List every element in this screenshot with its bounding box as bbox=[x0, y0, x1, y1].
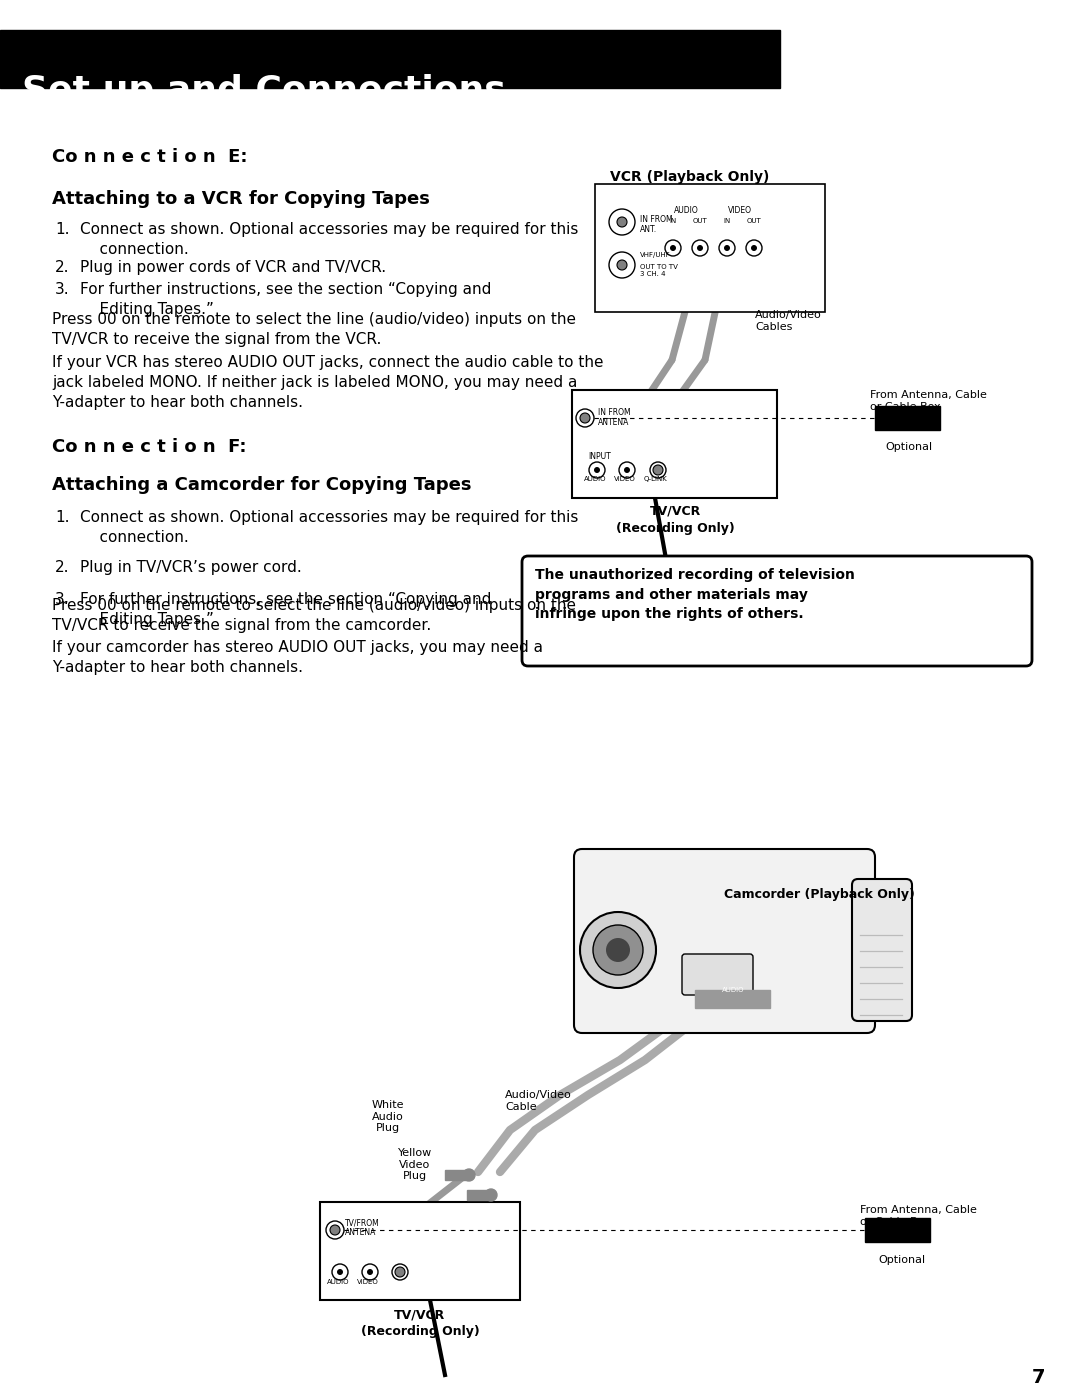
Circle shape bbox=[593, 925, 643, 975]
Text: Plug in power cords of VCR and TV/VCR.: Plug in power cords of VCR and TV/VCR. bbox=[80, 260, 387, 275]
FancyBboxPatch shape bbox=[573, 849, 875, 1032]
FancyBboxPatch shape bbox=[522, 556, 1032, 666]
FancyBboxPatch shape bbox=[852, 879, 912, 1021]
Text: Co n n e c t i o n  E:: Co n n e c t i o n E: bbox=[52, 148, 247, 166]
Text: Camcorder (Playback Only): Camcorder (Playback Only) bbox=[724, 888, 915, 901]
Text: OUT: OUT bbox=[692, 218, 707, 224]
Text: INPUT: INPUT bbox=[588, 453, 611, 461]
Circle shape bbox=[594, 467, 600, 474]
Text: Attaching a Camcorder for Copying Tapes: Attaching a Camcorder for Copying Tapes bbox=[52, 476, 472, 495]
Text: VHF/UHF: VHF/UHF bbox=[640, 251, 671, 258]
Circle shape bbox=[337, 1268, 343, 1275]
Bar bbox=[875, 407, 940, 430]
Text: For further instructions, see the section “Copying and
    Editing Tapes.”: For further instructions, see the sectio… bbox=[80, 282, 491, 317]
Text: TV/VCR
(Recording Only): TV/VCR (Recording Only) bbox=[361, 1308, 480, 1338]
Text: VCR (Playback Only): VCR (Playback Only) bbox=[610, 170, 770, 184]
Circle shape bbox=[580, 414, 590, 423]
Text: Optional: Optional bbox=[878, 1255, 926, 1266]
Circle shape bbox=[606, 937, 630, 963]
Text: 3.: 3. bbox=[55, 592, 69, 608]
Text: 7: 7 bbox=[1031, 1368, 1045, 1387]
Text: Attaching to a VCR for Copying Tapes: Attaching to a VCR for Copying Tapes bbox=[52, 190, 430, 208]
Text: If your VCR has stereo AUDIO OUT jacks, connect the audio cable to the
jack labe: If your VCR has stereo AUDIO OUT jacks, … bbox=[52, 355, 604, 409]
Text: IN FROM
ANTENA: IN FROM ANTENA bbox=[598, 408, 631, 427]
Text: AUDIO: AUDIO bbox=[584, 476, 606, 482]
Circle shape bbox=[395, 1267, 405, 1277]
FancyBboxPatch shape bbox=[572, 390, 777, 497]
Text: IN FROM
ANT.: IN FROM ANT. bbox=[640, 215, 673, 235]
Text: From Antenna, Cable
or Cable Box: From Antenna, Cable or Cable Box bbox=[870, 390, 987, 412]
Text: Set up and Connections: Set up and Connections bbox=[22, 74, 505, 108]
FancyBboxPatch shape bbox=[320, 1201, 519, 1301]
Bar bbox=[445, 1171, 467, 1180]
Text: AUDIO: AUDIO bbox=[721, 988, 744, 993]
Circle shape bbox=[724, 244, 730, 251]
Text: From Antenna, Cable
or Cable Box: From Antenna, Cable or Cable Box bbox=[860, 1206, 977, 1227]
Text: AUDIO: AUDIO bbox=[674, 205, 699, 215]
Text: The unauthorized recording of television
programs and other materials may
infrin: The unauthorized recording of television… bbox=[535, 569, 855, 622]
Circle shape bbox=[463, 1169, 475, 1180]
Circle shape bbox=[617, 260, 627, 270]
Text: IN: IN bbox=[724, 218, 731, 224]
Text: For further instructions, see the section “Copying and
    Editing Tapes.”: For further instructions, see the sectio… bbox=[80, 592, 491, 627]
Circle shape bbox=[653, 465, 663, 475]
Bar bbox=[0, 29, 780, 88]
Text: AUDIO: AUDIO bbox=[327, 1280, 349, 1285]
Text: VIDEO: VIDEO bbox=[728, 205, 752, 215]
Text: If your camcorder has stereo AUDIO OUT jacks, you may need a
Y-adapter to hear b: If your camcorder has stereo AUDIO OUT j… bbox=[52, 640, 543, 675]
Text: 1.: 1. bbox=[55, 222, 69, 237]
Circle shape bbox=[617, 217, 627, 226]
FancyBboxPatch shape bbox=[595, 184, 825, 312]
Text: TV/FROM
ANTENA: TV/FROM ANTENA bbox=[345, 1218, 380, 1238]
Text: 3.: 3. bbox=[55, 282, 69, 298]
Bar bbox=[865, 1218, 930, 1242]
Circle shape bbox=[697, 244, 703, 251]
Circle shape bbox=[367, 1268, 373, 1275]
Text: 2.: 2. bbox=[55, 260, 69, 275]
Text: Press 00 on the remote to select the line (audio/video) inputs on the
TV/VCR to : Press 00 on the remote to select the lin… bbox=[52, 598, 576, 633]
Text: 2.: 2. bbox=[55, 560, 69, 576]
Bar bbox=[696, 990, 770, 1009]
Circle shape bbox=[330, 1225, 340, 1235]
Text: Connect as shown. Optional accessories may be required for this
    connection.: Connect as shown. Optional accessories m… bbox=[80, 222, 579, 257]
Text: Connect as shown. Optional accessories may be required for this
    connection.: Connect as shown. Optional accessories m… bbox=[80, 510, 579, 545]
Text: Audio/Video
Cable: Audio/Video Cable bbox=[505, 1090, 571, 1112]
Text: Yellow
Video
Plug: Yellow Video Plug bbox=[397, 1148, 432, 1182]
Circle shape bbox=[751, 244, 757, 251]
Text: IN: IN bbox=[670, 218, 677, 224]
Text: 1.: 1. bbox=[55, 510, 69, 525]
Text: OUT: OUT bbox=[746, 218, 761, 224]
Text: Q-LINK: Q-LINK bbox=[643, 476, 666, 482]
Text: White
Audio
Plug: White Audio Plug bbox=[372, 1099, 404, 1133]
Text: Co n n e c t i o n  F:: Co n n e c t i o n F: bbox=[52, 439, 246, 455]
Circle shape bbox=[670, 244, 676, 251]
Text: TV/VCR
(Recording Only): TV/VCR (Recording Only) bbox=[616, 504, 734, 535]
Text: VIDEO: VIDEO bbox=[357, 1280, 379, 1285]
FancyBboxPatch shape bbox=[681, 954, 753, 995]
Text: Audio/Video
Cables: Audio/Video Cables bbox=[755, 310, 822, 331]
Bar bbox=[467, 1190, 489, 1200]
Text: OUT TO TV
3 CH. 4: OUT TO TV 3 CH. 4 bbox=[640, 264, 678, 277]
Circle shape bbox=[580, 912, 656, 988]
Text: VIDEO: VIDEO bbox=[615, 476, 636, 482]
Text: Plug in TV/VCR’s power cord.: Plug in TV/VCR’s power cord. bbox=[80, 560, 301, 576]
Circle shape bbox=[485, 1189, 497, 1201]
Text: Press 00 on the remote to select the line (audio/video) inputs on the
TV/VCR to : Press 00 on the remote to select the lin… bbox=[52, 312, 576, 346]
Circle shape bbox=[624, 467, 630, 474]
Text: Optional: Optional bbox=[885, 441, 932, 453]
